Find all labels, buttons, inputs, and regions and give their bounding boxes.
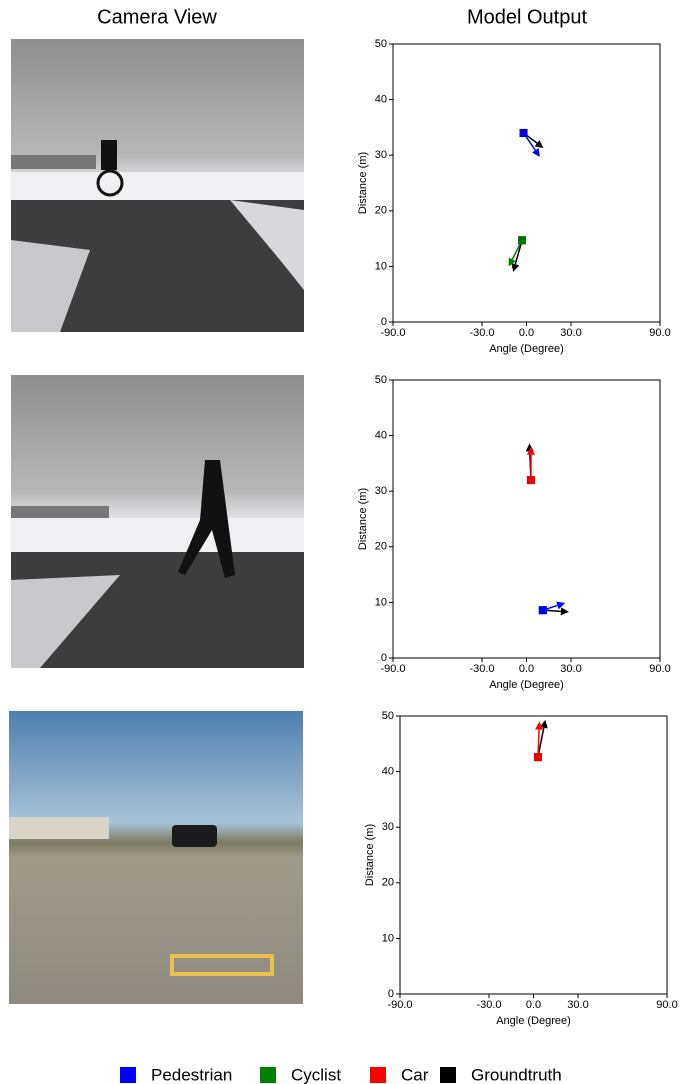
y-tick-label: 30: [375, 485, 387, 497]
x-tick-label: 0.0: [526, 999, 541, 1011]
arrow-head: [556, 601, 566, 610]
object-marker: [533, 753, 542, 762]
x-tick-label: 30.0: [560, 327, 581, 339]
legend-label: Car: [401, 1065, 429, 1084]
x-tick-label: -90.0: [380, 327, 405, 339]
y-axis-label: Distance (m): [357, 152, 369, 214]
x-tick-label: 30.0: [560, 663, 581, 675]
y-tick-label: 10: [375, 260, 387, 272]
legend-swatch: [260, 1067, 276, 1083]
camera-image: [9, 711, 303, 1004]
x-tick-label: -30.0: [476, 999, 501, 1011]
y-tick-label: 10: [375, 596, 387, 608]
arrow-head: [508, 257, 516, 267]
x-tick-label: 30.0: [567, 999, 588, 1011]
arrow-head: [526, 446, 535, 455]
x-tick-label: -90.0: [387, 999, 412, 1011]
y-tick-label: 0: [381, 316, 387, 328]
arrow-head: [539, 719, 548, 729]
camera-image: [11, 375, 304, 668]
y-tick-label: 50: [375, 38, 387, 50]
legend-label: Pedestrian: [151, 1065, 232, 1084]
arrow-head: [560, 607, 569, 616]
arrow-head: [511, 263, 520, 272]
y-tick-label: 40: [375, 94, 387, 106]
y-tick-label: 0: [381, 652, 387, 664]
arrow-head: [532, 148, 540, 157]
x-tick-label: -30.0: [469, 663, 494, 675]
y-tick-label: 20: [375, 205, 387, 217]
y-tick-label: 10: [382, 932, 394, 944]
object-marker: [526, 476, 535, 485]
object-marker: [538, 606, 547, 615]
x-tick-label: -90.0: [380, 663, 405, 675]
y-axis-label: Distance (m): [364, 824, 376, 886]
y-axis-label: Distance (m): [357, 488, 369, 550]
legend-swatch: [120, 1067, 136, 1083]
y-tick-label: 50: [382, 710, 394, 722]
legend-label: Groundtruth: [471, 1065, 562, 1084]
plot-area: [399, 715, 668, 995]
x-tick-label: -30.0: [469, 327, 494, 339]
plot-area: [392, 43, 661, 323]
plot-area: [392, 379, 661, 659]
x-tick-label: 90.0: [656, 999, 677, 1011]
object-marker: [518, 236, 527, 245]
column-title: Camera View: [97, 6, 217, 28]
arrow-head: [534, 139, 544, 148]
y-tick-label: 40: [375, 430, 387, 442]
y-tick-label: 0: [388, 988, 394, 1000]
x-axis-label: Angle (Degree): [489, 679, 564, 691]
x-axis-label: Angle (Degree): [496, 1015, 571, 1027]
column-title: Model Output: [467, 6, 588, 28]
camera-image: [11, 39, 304, 332]
x-tick-label: 0.0: [519, 327, 534, 339]
direction-arrow: [537, 729, 540, 758]
y-tick-label: 50: [375, 374, 387, 386]
x-tick-label: 90.0: [649, 327, 670, 339]
arrow-head: [535, 721, 544, 730]
y-tick-label: 20: [382, 877, 394, 889]
direction-arrow: [537, 727, 545, 758]
legend-swatch: [370, 1067, 386, 1083]
y-tick-label: 30: [375, 149, 387, 161]
y-tick-label: 30: [382, 821, 394, 833]
y-tick-label: 20: [375, 541, 387, 553]
x-axis-label: Angle (Degree): [489, 343, 564, 355]
legend-swatch: [440, 1067, 456, 1083]
object-marker: [519, 128, 528, 137]
x-tick-label: 90.0: [649, 663, 670, 675]
x-tick-label: 0.0: [519, 663, 534, 675]
legend-label: Cyclist: [291, 1065, 341, 1084]
y-tick-label: 40: [382, 766, 394, 778]
